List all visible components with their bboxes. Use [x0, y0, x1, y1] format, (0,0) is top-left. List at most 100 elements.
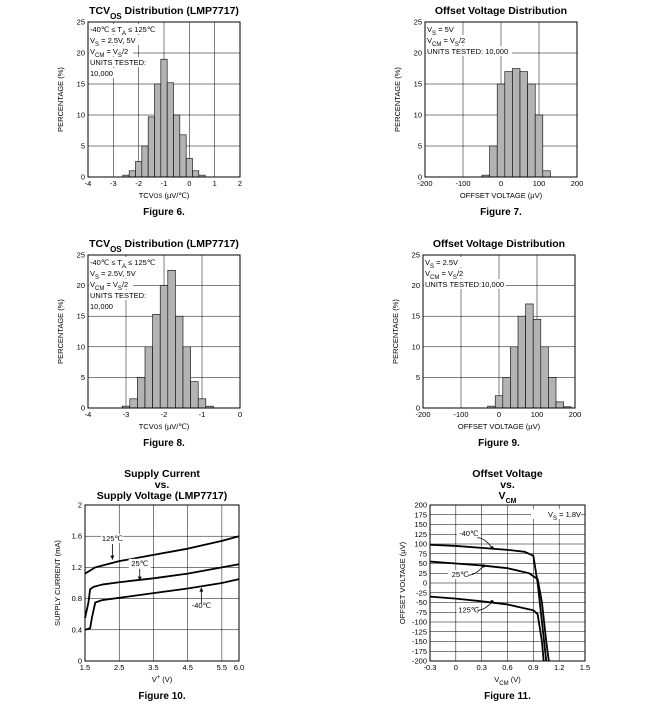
histogram-bar	[160, 58, 168, 178]
y-tick-label: 0	[416, 404, 420, 413]
histogram-bar	[185, 158, 193, 178]
y-tick-label: 20	[412, 281, 420, 290]
arrow-head	[110, 555, 115, 560]
series-line	[429, 543, 548, 662]
x-tick-label: 0	[499, 179, 503, 188]
histogram-bar	[128, 170, 136, 178]
x-axis-label: OFFSET VOLTAGE (µV)	[460, 191, 543, 200]
x-tick-label: 100	[533, 179, 546, 188]
x-tick-label: -200	[415, 410, 430, 419]
plot-frame	[429, 504, 586, 662]
x-axis-label: V+ (V)	[152, 675, 173, 684]
histogram-bar	[159, 285, 169, 409]
label-arrow	[477, 601, 493, 611]
y-tick-label: 25	[77, 18, 85, 27]
chart-annotation: UNITS TESTED:	[90, 291, 146, 300]
x-tick-label: 2.5	[114, 663, 124, 672]
annotation-background	[426, 46, 512, 56]
chart-title: Offset Voltage	[472, 468, 543, 480]
series-line	[84, 563, 240, 619]
histogram-bar	[527, 83, 536, 178]
x-axis-label: OFFSET VOLTAGE (µV)	[458, 422, 541, 431]
chart-title-line2: vs.	[500, 479, 515, 491]
histogram-bar	[175, 315, 184, 409]
annotation-background	[89, 301, 117, 311]
y-tick-label: 10	[77, 111, 85, 120]
histogram-bar	[496, 83, 506, 178]
x-axis-label: VCM (V)	[494, 675, 521, 687]
annotation-background	[89, 57, 146, 67]
chart-title: TCVOS Distribution (LMP7717)	[89, 238, 239, 254]
y-tick-label: 15	[77, 80, 85, 89]
annotation-background	[89, 46, 133, 56]
x-tick-label: 6.0	[234, 663, 244, 672]
series-label: 125℃	[102, 534, 124, 543]
figure-caption: Figure 7.	[480, 207, 522, 218]
series-line	[429, 560, 550, 662]
y-tick-label: -25	[416, 588, 427, 597]
series-label-bg	[190, 600, 213, 610]
histogram-bar	[182, 346, 191, 409]
series-line	[84, 535, 240, 575]
y-tick-label: 0	[81, 404, 85, 413]
annotation-background	[89, 35, 146, 45]
y-tick-label: 20	[414, 49, 422, 58]
figure-caption: Figure 8.	[143, 438, 185, 449]
x-tick-label: 100	[531, 410, 544, 419]
y-axis-label: PERCENTAGE (%)	[393, 67, 402, 132]
x-tick-label: -1	[199, 410, 206, 419]
y-axis-label: PERCENTAGE (%)	[56, 299, 65, 364]
x-tick-label: 3.5	[148, 663, 158, 672]
histogram-bar	[502, 377, 511, 409]
histogram-bar	[197, 398, 207, 409]
y-tick-label: -175	[412, 647, 427, 656]
y-tick-label: 10	[414, 111, 422, 120]
histogram-bar	[494, 395, 504, 409]
histogram-bar	[534, 114, 544, 178]
x-tick-label: 0.9	[528, 663, 538, 672]
x-tick-label: -100	[453, 410, 468, 419]
x-axis-label: TCVOS (µV/℃)	[139, 422, 190, 431]
x-tick-label: -4	[85, 179, 92, 188]
annotation-background	[89, 257, 159, 267]
x-tick-label: 200	[571, 179, 584, 188]
chart-title-line2: vs.	[155, 479, 170, 491]
x-tick-label: 0	[454, 663, 458, 672]
histogram-bar	[540, 346, 549, 409]
y-tick-label: 0	[418, 173, 422, 182]
x-tick-label: 1.5	[580, 663, 590, 672]
y-tick-label: 0.8	[72, 594, 82, 603]
x-tick-label: -1	[161, 179, 168, 188]
plot-frame	[87, 254, 241, 409]
histogram-bar	[542, 170, 551, 178]
x-tick-label: -100	[455, 179, 470, 188]
chart-title: Offset Voltage Distribution	[435, 5, 567, 17]
y-tick-label: 0	[423, 579, 427, 588]
annotation-background	[89, 290, 146, 300]
chart-title-line3: Supply Voltage (LMP7717)	[97, 490, 228, 502]
y-tick-label: 75	[419, 549, 427, 558]
y-tick-label: 175	[414, 510, 427, 519]
x-tick-label: 0.3	[476, 663, 486, 672]
histogram-bar	[532, 318, 542, 409]
series-label: 25℃	[131, 559, 148, 568]
y-tick-label: 5	[418, 142, 422, 151]
series-label-bg	[456, 529, 481, 539]
y-tick-label: 200	[414, 501, 427, 510]
y-tick-label: 150	[414, 520, 427, 529]
x-tick-label: 1.2	[554, 663, 564, 672]
histogram-bar	[192, 170, 200, 178]
histogram-bar	[519, 71, 528, 178]
y-axis-label: OFFSET VOLTAGE (µV)	[398, 541, 407, 624]
y-tick-label: 0	[81, 173, 85, 182]
plot-frame	[422, 254, 576, 409]
y-tick-label: 25	[414, 18, 422, 27]
figure-6: TCVOS Distribution (LMP7717)-40℃ ≤ TA ≤ …	[56, 5, 242, 218]
chart-annotation: UNITS TESTED:	[90, 58, 146, 67]
series-label: -40℃	[459, 529, 479, 538]
annotation-background	[531, 509, 581, 519]
series-label-bg	[456, 605, 481, 615]
